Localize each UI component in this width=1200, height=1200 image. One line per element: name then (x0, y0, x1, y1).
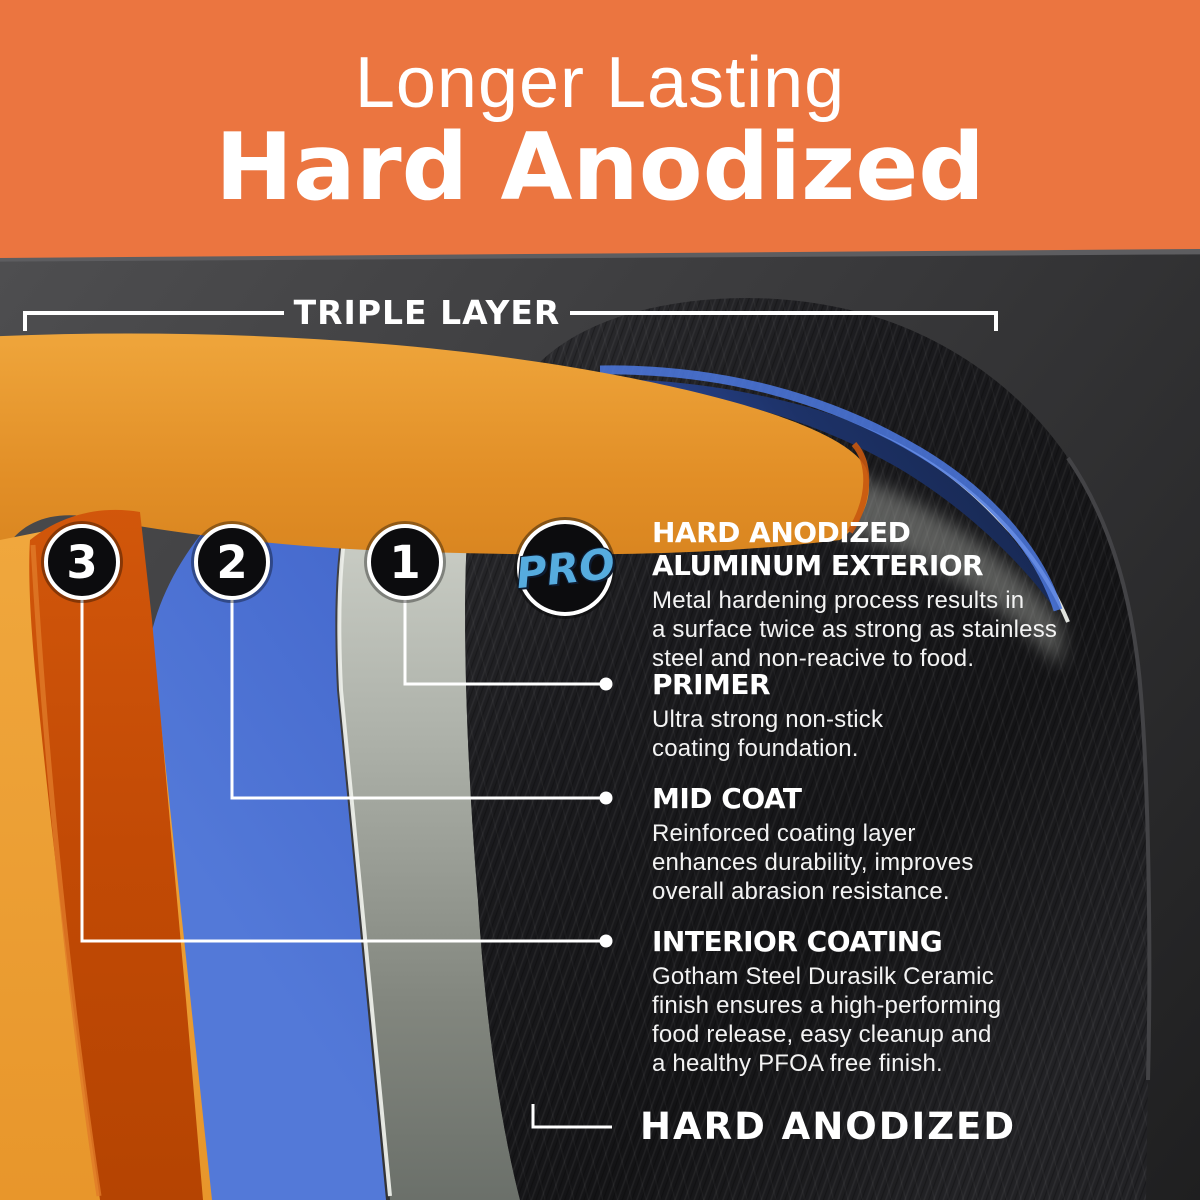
feature-primer-heading: PRIMER (652, 668, 771, 701)
hard-anodized-label: HARD ANODIZED (640, 1105, 1017, 1148)
mid-coat-layer-shape (141, 379, 1058, 1200)
triple-layer-bracket (23, 311, 998, 331)
feature-exterior-heading-1: HARD ANODIZED (652, 516, 911, 549)
header-title: Hard Anodized (215, 113, 985, 222)
header-subtitle: Longer Lasting (354, 43, 846, 124)
marker-2-number: 2 (216, 535, 248, 589)
interior-coating-rim (847, 442, 870, 534)
feature-interior-heading: INTERIOR COATING (652, 925, 943, 958)
pro-badge-text: PRO (513, 538, 617, 598)
feature-midcoat: MID COAT Reinforced coating layer enhanc… (652, 782, 1092, 906)
leader-lines (80, 600, 612, 1129)
feature-midcoat-heading: MID COAT (652, 782, 802, 815)
mid-coat-bright-arc (599, 365, 1063, 612)
leader-line-midcoat (230, 600, 600, 800)
feature-interior-body: Gotham Steel Durasilk Ceramic finish ens… (652, 963, 1002, 1077)
pan-outer-edge-highlight (1066, 456, 1152, 1081)
feature-exterior-heading-2: ALUMINUM EXTERIOR (652, 549, 984, 582)
triple-layer-label: TRIPLE LAYER (293, 293, 561, 332)
leader-line-interior (80, 600, 600, 943)
pro-badge: PRO (513, 520, 617, 616)
feature-exterior-body: Metal hardening process results in a sur… (652, 587, 1058, 672)
marker-circle-2: 2 (194, 524, 270, 600)
interior-coating-cross-section (29, 509, 203, 1200)
marker-1-number: 1 (389, 535, 421, 589)
marker-circle-3: 3 (44, 524, 120, 600)
primer-layer-shape (339, 411, 520, 1200)
marker-circle-1: 1 (367, 524, 443, 600)
feature-primer-body: Ultra strong non-stick coating foundatio… (652, 706, 884, 762)
feature-midcoat-body: Reinforced coating layer enhances durabi… (652, 820, 974, 905)
leader-line-primer (403, 600, 600, 686)
feature-exterior: HARD ANODIZED ALUMINUM EXTERIOR Metal ha… (652, 516, 1092, 673)
header-banner: Longer Lasting Hard Anodized (0, 0, 1200, 258)
feature-interior: INTERIOR COATING Gotham Steel Durasilk C… (652, 925, 1092, 1078)
interior-coating-face (0, 333, 869, 555)
marker-3-number: 3 (66, 535, 98, 589)
feature-primer: PRIMER Ultra strong non-stick coating fo… (652, 668, 1092, 763)
cross-section-edge-highlight (30, 544, 102, 1197)
leader-elbow-hard-anodized (531, 1104, 612, 1129)
leader-dots (599, 677, 613, 948)
